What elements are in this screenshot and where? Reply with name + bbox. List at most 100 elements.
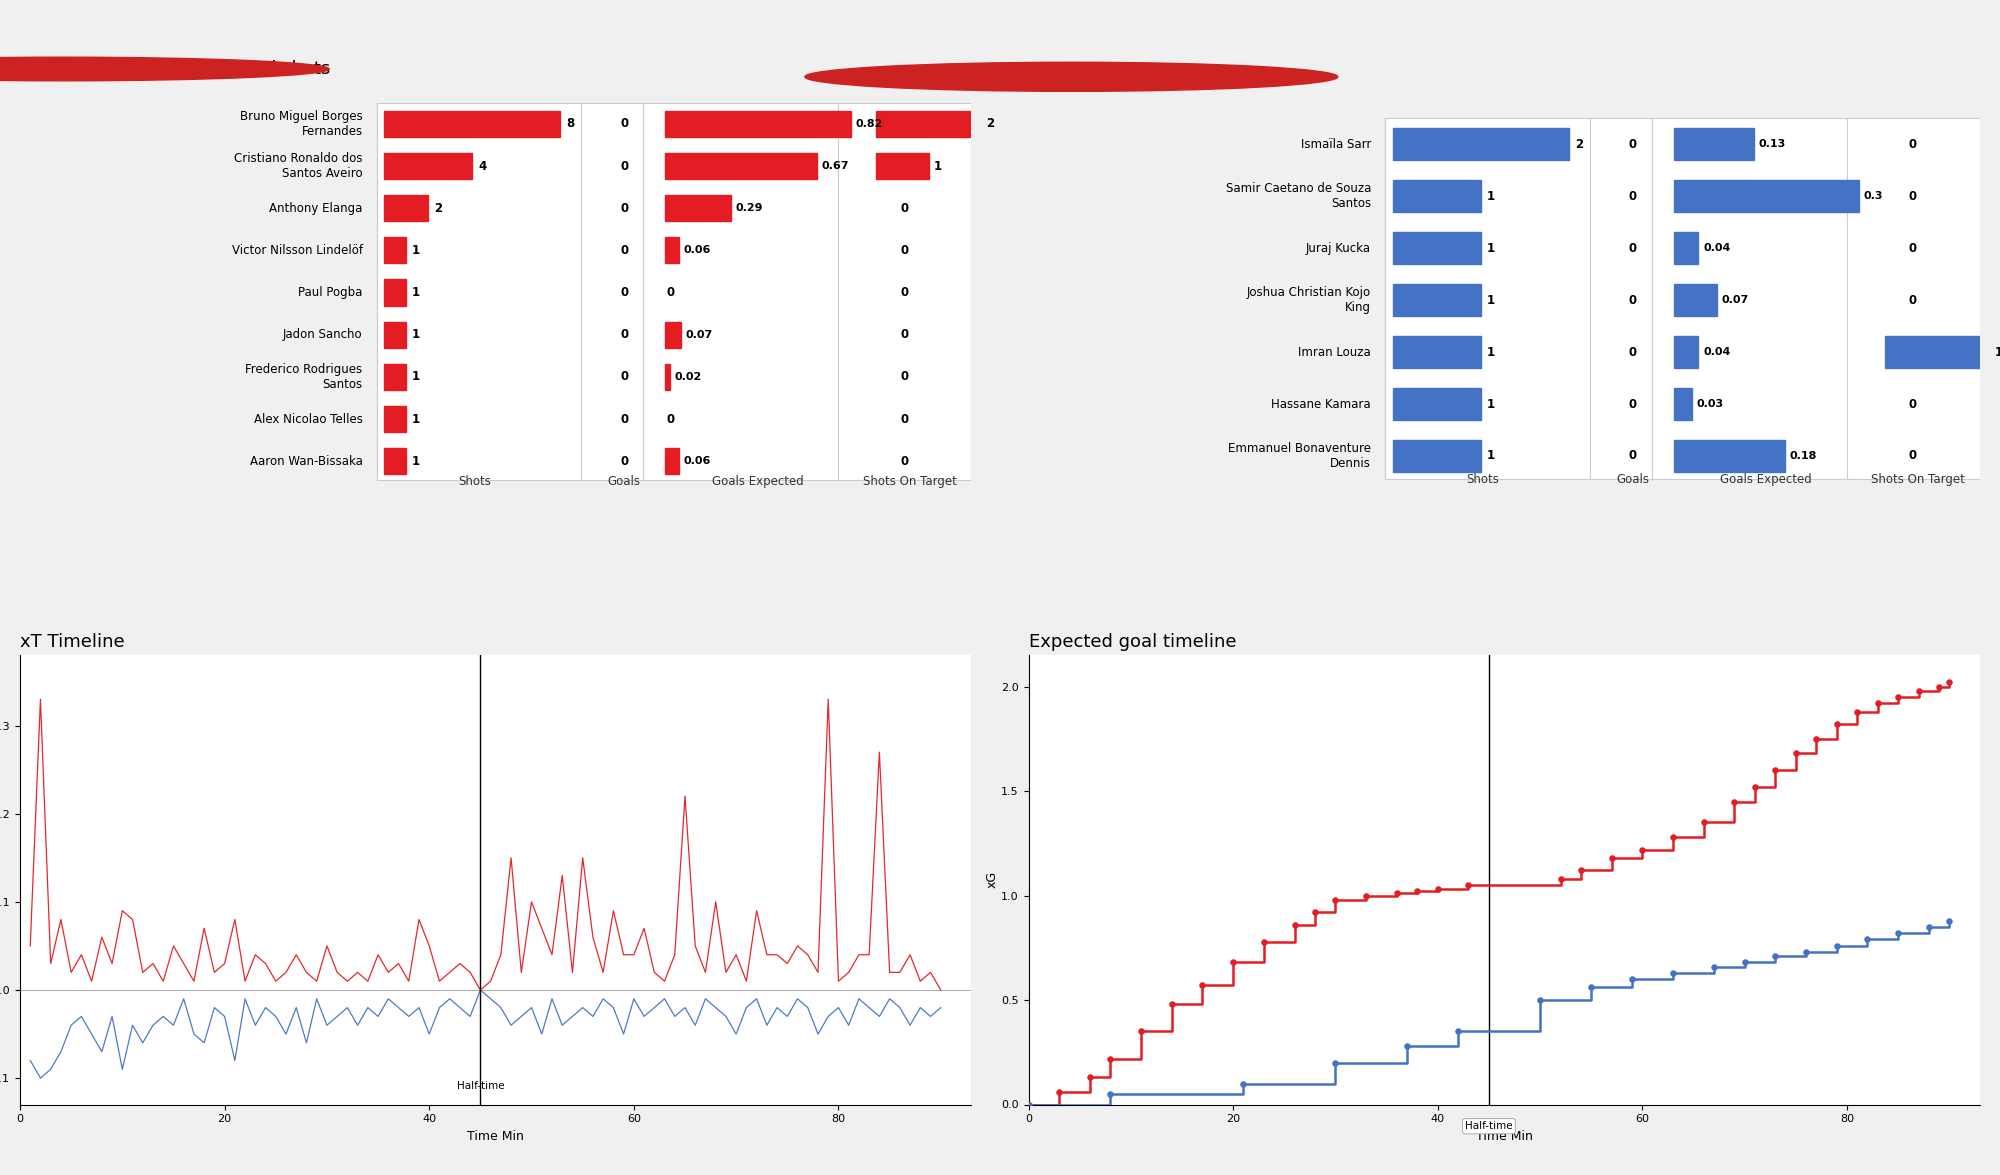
Point <box>1094 1085 1126 1103</box>
Text: Frederico Rodrigues
Santos: Frederico Rodrigues Santos <box>246 363 362 391</box>
Point <box>1248 932 1280 951</box>
Point <box>1012 1095 1044 1114</box>
Text: Victor Nilsson Lindelöf: Victor Nilsson Lindelöf <box>232 244 362 257</box>
Text: 0: 0 <box>620 328 628 341</box>
Text: 0: 0 <box>1628 137 1636 150</box>
Text: 0.07: 0.07 <box>686 330 712 340</box>
Text: 1: 1 <box>1486 397 1494 410</box>
Text: Shots On Target: Shots On Target <box>1872 472 1966 485</box>
Text: 0: 0 <box>1628 189 1636 203</box>
FancyBboxPatch shape <box>1884 336 1990 368</box>
FancyBboxPatch shape <box>1674 128 1754 161</box>
FancyBboxPatch shape <box>384 237 406 263</box>
Text: Paul Pogba: Paul Pogba <box>298 286 362 300</box>
Text: Half-time: Half-time <box>456 1081 504 1092</box>
Text: 0: 0 <box>900 244 908 257</box>
Text: 4: 4 <box>478 160 486 173</box>
FancyBboxPatch shape <box>376 102 972 481</box>
FancyBboxPatch shape <box>384 364 406 390</box>
Text: 1: 1 <box>412 370 420 383</box>
Text: Joshua Christian Kojo
King: Joshua Christian Kojo King <box>1246 287 1372 314</box>
Text: 1: 1 <box>1994 345 2000 358</box>
Text: 0: 0 <box>900 412 908 425</box>
Text: 0: 0 <box>620 202 628 215</box>
Point <box>1862 694 1894 713</box>
Text: Imran Louza: Imran Louza <box>1298 345 1372 358</box>
FancyBboxPatch shape <box>384 407 406 432</box>
Point <box>1350 886 1382 905</box>
Text: 0.03: 0.03 <box>1696 400 1724 409</box>
FancyBboxPatch shape <box>666 153 816 179</box>
Text: 0: 0 <box>1908 450 1916 463</box>
FancyBboxPatch shape <box>384 153 472 179</box>
FancyBboxPatch shape <box>876 153 928 179</box>
Text: 0: 0 <box>1908 189 1916 203</box>
FancyBboxPatch shape <box>1392 233 1480 264</box>
X-axis label: Time Min: Time Min <box>468 1130 524 1143</box>
Y-axis label: xG: xG <box>986 872 998 888</box>
Text: 0: 0 <box>1908 137 1916 150</box>
Text: 0: 0 <box>1908 397 1916 410</box>
Text: Goals Expected: Goals Expected <box>712 475 804 488</box>
Text: 1: 1 <box>412 412 420 425</box>
Point <box>1380 884 1412 902</box>
Text: 0: 0 <box>620 286 628 300</box>
Point <box>1156 995 1188 1014</box>
Text: 0.67: 0.67 <box>822 161 848 172</box>
Text: Alex Nicolao Telles: Alex Nicolao Telles <box>254 412 362 425</box>
FancyBboxPatch shape <box>1392 180 1480 213</box>
Point <box>1524 991 1556 1009</box>
Point <box>1402 882 1434 901</box>
Text: 0: 0 <box>900 328 908 341</box>
Text: Shots On Target: Shots On Target <box>862 475 956 488</box>
Text: 0: 0 <box>1908 294 1916 307</box>
Text: 2: 2 <box>986 118 994 130</box>
Text: 0: 0 <box>620 455 628 468</box>
Point <box>1688 813 1720 832</box>
Point <box>1902 682 1934 700</box>
FancyBboxPatch shape <box>1674 180 1860 213</box>
Point <box>1658 827 1690 846</box>
FancyBboxPatch shape <box>1392 284 1480 316</box>
Text: 0: 0 <box>1908 242 1916 255</box>
Text: 0: 0 <box>620 118 628 130</box>
Text: Watford shots: Watford shots <box>1114 68 1238 86</box>
Text: Hassane Kamara: Hassane Kamara <box>1272 397 1372 410</box>
Text: Anthony Elanga: Anthony Elanga <box>270 202 362 215</box>
Point <box>1934 673 1966 692</box>
Point <box>1698 958 1730 976</box>
Point <box>1852 931 1884 949</box>
FancyBboxPatch shape <box>384 322 406 348</box>
Text: Samir Caetano de Souza
Santos: Samir Caetano de Souza Santos <box>1226 182 1372 210</box>
Text: 0.07: 0.07 <box>1722 295 1748 306</box>
Text: Bruno Miguel Borges
Fernandes: Bruno Miguel Borges Fernandes <box>240 109 362 137</box>
Circle shape <box>0 58 330 81</box>
Text: Goals Expected: Goals Expected <box>1720 472 1812 485</box>
Circle shape <box>804 62 1338 92</box>
FancyBboxPatch shape <box>1386 119 1980 479</box>
Point <box>1912 918 1944 936</box>
Text: Manchester United shots: Manchester United shots <box>106 60 330 78</box>
Point <box>1044 1082 1076 1101</box>
Text: Shots: Shots <box>1466 472 1500 485</box>
Text: 0: 0 <box>620 412 628 425</box>
Point <box>1300 902 1332 921</box>
Text: 1: 1 <box>1486 189 1494 203</box>
FancyBboxPatch shape <box>1392 128 1568 161</box>
Text: 0: 0 <box>1628 450 1636 463</box>
Text: 1: 1 <box>412 328 420 341</box>
FancyBboxPatch shape <box>1674 284 1716 316</box>
X-axis label: Time Min: Time Min <box>1476 1130 1532 1143</box>
Point <box>1278 915 1310 934</box>
FancyBboxPatch shape <box>384 195 428 221</box>
Point <box>1422 880 1454 899</box>
Point <box>1320 891 1352 909</box>
Point <box>1820 936 1852 955</box>
Text: 0.18: 0.18 <box>1790 451 1818 461</box>
Text: Juraj Kucka: Juraj Kucka <box>1306 242 1372 255</box>
Text: 1: 1 <box>412 455 420 468</box>
FancyBboxPatch shape <box>666 237 678 263</box>
Point <box>1616 969 1648 988</box>
Point <box>1442 1022 1474 1041</box>
Point <box>1760 947 1792 966</box>
